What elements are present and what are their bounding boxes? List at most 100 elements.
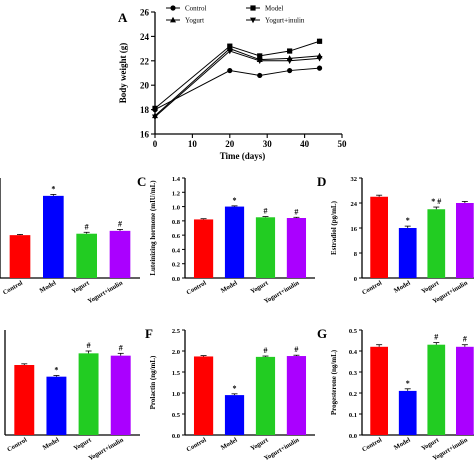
- y-tick-label: 24: [351, 201, 358, 208]
- bar-control: [370, 346, 388, 435]
- marker-circle: [257, 72, 263, 79]
- y-tick-label: 0.0: [349, 433, 357, 440]
- bar-yogurt-inulin: [110, 355, 131, 435]
- category-label: Model: [42, 437, 61, 452]
- y-tick-label: 0.4: [172, 247, 181, 254]
- panel-f: F 0.0 0.5 1.0 1.5 2.0 2.5 Prolactin (ng/mL) Cont…: [145, 326, 315, 462]
- series-line: [154, 67, 320, 111]
- category-label: Model: [220, 280, 239, 295]
- y-tick-label: 1.0: [172, 391, 180, 398]
- marker-square: [152, 105, 158, 111]
- y-tick-label: 16: [351, 226, 358, 233]
- y-tick-label: 0.2: [349, 391, 357, 398]
- series-line: [154, 48, 320, 117]
- y-tick-label: 0: [354, 276, 357, 283]
- panel-label-f: F: [145, 326, 153, 341]
- bar-yogurt: [427, 209, 446, 278]
- category-label: Control: [185, 280, 207, 297]
- significance-mark: #: [87, 341, 91, 350]
- significance-mark: #: [294, 207, 298, 216]
- bar-model: [46, 376, 67, 435]
- marker-circle: [287, 67, 293, 74]
- x-tick-label: 0: [153, 139, 158, 149]
- significance-mark: #: [294, 345, 298, 354]
- category-label: Yogurt: [72, 436, 93, 452]
- y-tick-label: 0.1: [349, 412, 357, 419]
- x-axis-title: Time (days): [220, 151, 266, 161]
- x-tick-label: 50: [338, 139, 348, 149]
- y-tick-label: 26: [140, 8, 150, 18]
- x-tick-label: 40: [300, 139, 310, 149]
- category-label: Control: [361, 280, 383, 297]
- marker-square: [316, 38, 323, 44]
- marker-triangle-down: [286, 58, 293, 64]
- category-label: Control: [185, 437, 207, 454]
- bar-model: [43, 195, 64, 278]
- marker-triangle-down: [226, 48, 233, 55]
- y-tick-label: 16: [140, 130, 150, 140]
- panel-g: G 0.0 0.1 0.2 0.3 0.4 0.5 Progesterone (ng/mL) C…: [317, 326, 474, 462]
- marker-circle: [170, 5, 176, 11]
- legend-item: Control: [166, 5, 206, 13]
- y-tick-label: 0.4: [349, 349, 358, 356]
- y-tick-label: 18: [140, 105, 150, 115]
- marker-triangle-down: [256, 58, 263, 64]
- bar-control: [193, 219, 214, 278]
- panel-c: C 0.0 0.2 0.4 0.6 0.8 1.0 1.2 1.4 Luteinizing hor…: [137, 174, 315, 305]
- bar-yogurt: [255, 217, 276, 278]
- series-yogurt: [152, 45, 323, 119]
- significance-mark: #: [118, 219, 122, 228]
- series-model: [152, 38, 323, 111]
- category-label: Yogurt: [249, 279, 270, 295]
- series-yogurt-inulin: [152, 48, 323, 121]
- y-tick-label: 0.0: [172, 276, 180, 283]
- y-axis-title: Prolactin (ng/mL): [149, 355, 157, 409]
- y-tick-label: 0.2: [172, 262, 180, 269]
- y-axis-title: Progesterone (ng/mL): [330, 349, 338, 415]
- bar-control: [370, 196, 388, 278]
- marker-triangle-down: [316, 55, 323, 62]
- bar-yogurt-inulin: [109, 230, 131, 278]
- panel-label-c: C: [137, 174, 146, 189]
- significance-mark: *: [233, 384, 237, 393]
- bar-yogurt-inulin: [286, 218, 307, 278]
- category-label: Yogurt: [249, 436, 270, 452]
- series-line: [154, 50, 320, 118]
- y-tick-label: 2.0: [172, 349, 180, 356]
- legend-item: Yogurt+inulin: [246, 17, 305, 25]
- legend-label: Control: [185, 5, 206, 13]
- marker-circle: [316, 65, 323, 71]
- category-label: Model: [393, 280, 412, 295]
- legend-item: Yogurt: [166, 17, 204, 25]
- marker-circle: [227, 67, 233, 74]
- category-label: Yogurt: [420, 279, 441, 295]
- legend-label: Yogurt+inulin: [265, 17, 305, 25]
- marker-square: [287, 48, 293, 54]
- legend-label: Model: [265, 5, 283, 13]
- category-label: Control: [2, 280, 24, 297]
- y-tick-label: 1.2: [172, 190, 180, 197]
- y-axis-title: Body weight (g): [118, 43, 128, 104]
- significance-mark: *: [51, 184, 55, 193]
- y-tick-label: 32: [351, 176, 358, 183]
- significance-mark: #: [434, 333, 438, 342]
- bar-yogurt-inulin: [286, 356, 307, 435]
- panel-b: Control * Model # Yogurt # Yogurt+inulin: [0, 178, 140, 305]
- y-tick-label: 2.5: [172, 328, 181, 335]
- significance-mark: #: [85, 222, 89, 231]
- category-label: Control: [6, 437, 28, 454]
- significance-mark: *: [406, 379, 410, 388]
- significance-mark: * #: [431, 197, 441, 206]
- bar-control: [9, 235, 31, 278]
- x-tick-label: 10: [188, 139, 198, 149]
- y-tick-label: 22: [140, 56, 150, 66]
- bar-model: [398, 228, 417, 278]
- bar-yogurt-inulin: [456, 203, 474, 278]
- category-label: Yogurt: [420, 436, 441, 452]
- marker-triangle-down: [152, 114, 158, 121]
- marker-triangle-up: [170, 16, 176, 23]
- category-label: Yogurt+inulin: [263, 436, 301, 462]
- bar-yogurt-inulin: [456, 346, 474, 435]
- bar-yogurt: [255, 356, 276, 435]
